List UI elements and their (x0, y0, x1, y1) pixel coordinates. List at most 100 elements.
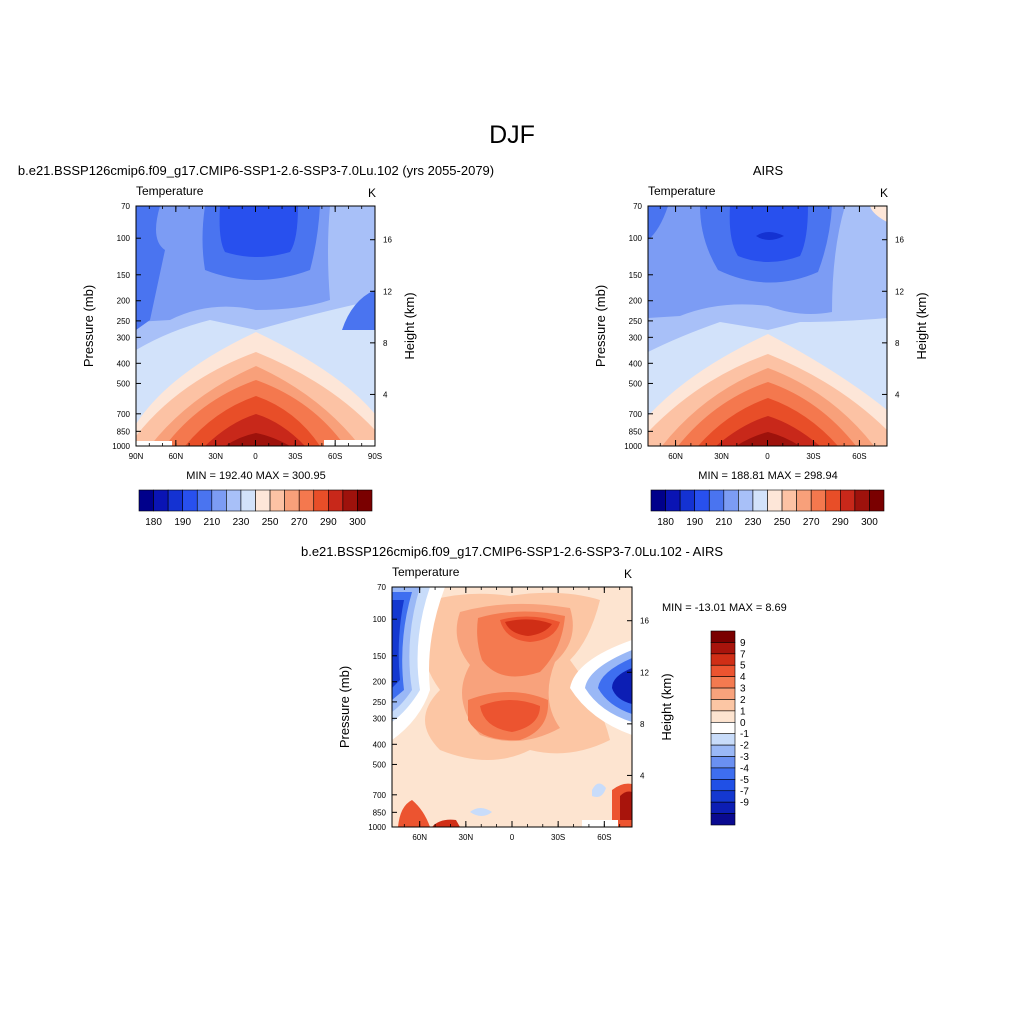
missing-data (582, 820, 618, 827)
panel-model-ylabel: Pressure (mb) (81, 285, 96, 367)
colorbar-box (167, 489, 183, 512)
colorbar-box (269, 489, 285, 512)
height-tick-label: 16 (383, 236, 392, 245)
height-tick-label: 4 (895, 390, 900, 399)
pressure-tick-label: 200 (117, 297, 131, 306)
colorbar-label: -2 (740, 741, 749, 752)
pressure-tick-label: 1000 (624, 442, 642, 451)
lat-tick-label: 60N (668, 452, 683, 461)
panel-diff-field (392, 587, 632, 827)
colorbar-box (710, 710, 736, 723)
height-tick-label: 12 (383, 287, 392, 296)
height-tick-label: 8 (895, 339, 900, 348)
panel-diff-y2label: Height (km) (659, 673, 674, 740)
colorbar-label: 210 (715, 517, 732, 528)
pressure-tick-label: 700 (117, 410, 131, 419)
contour-fill (470, 808, 492, 816)
colorbar-box (328, 489, 344, 512)
colorbar-label: 180 (657, 517, 674, 528)
colorbar-label: 300 (861, 517, 878, 528)
colorbar-box (710, 664, 736, 677)
contour-fill (756, 232, 784, 240)
panel-diff-right-label: K (624, 567, 632, 581)
colorbar-box (211, 489, 227, 512)
pressure-tick-label: 100 (373, 615, 387, 624)
pressure-tick-label: 850 (629, 427, 643, 436)
lat-tick-label: 90N (129, 452, 144, 461)
pressure-tick-label: 850 (117, 427, 131, 436)
contour-fill (716, 416, 820, 446)
colorbar-box (710, 813, 736, 826)
colorbar-label: 300 (349, 517, 366, 528)
pressure-tick-label: 70 (121, 202, 130, 211)
pressure-tick-label: 250 (117, 317, 131, 326)
panel-diff-left-label: Temperature (392, 565, 460, 579)
lat-tick-label: 30S (288, 452, 302, 461)
colorbar-box (650, 489, 666, 512)
lat-tick-label: 30N (714, 452, 729, 461)
pressure-tick-label: 250 (629, 317, 643, 326)
figure-title: DJF (489, 121, 535, 149)
contour-fill (136, 206, 165, 330)
lat-tick-label: 0 (510, 833, 515, 842)
height-tick-label: 12 (640, 668, 649, 677)
colorbar-box (153, 489, 169, 512)
contour-fill (480, 700, 540, 732)
pressure-tick-label: 300 (629, 333, 643, 342)
height-tick-label: 4 (640, 771, 645, 780)
colorbar-box (342, 489, 358, 512)
colorbar-box (723, 489, 739, 512)
colorbar-box (710, 801, 736, 814)
lat-tick-label: 90S (368, 452, 382, 461)
lat-tick-label: 60N (168, 452, 183, 461)
lat-tick-label: 60N (412, 833, 427, 842)
colorbar-box (781, 489, 797, 512)
colorbar-label: -3 (740, 752, 749, 763)
colorbar-box (196, 489, 213, 512)
colorbar-box (796, 489, 812, 512)
pressure-tick-label: 200 (373, 678, 387, 687)
height-tick-label: 8 (640, 720, 645, 729)
colorbar-label: -7 (740, 786, 749, 797)
panel-diff-ticks: 70 100 150 200 250 300 400 500 700 850 1000 60N 30N 0… (368, 583, 649, 842)
pressure-tick-label: 200 (629, 297, 643, 306)
colorbar-box (240, 489, 256, 512)
colorbar-label: 1 (740, 706, 746, 717)
colorbar-box (138, 489, 154, 512)
pressure-tick-label: 400 (629, 359, 643, 368)
panel-airs-ylabel: Pressure (mb) (593, 285, 608, 367)
colorbar-box (840, 489, 856, 512)
lat-tick-label: 30N (208, 452, 223, 461)
pressure-tick-label: 150 (629, 271, 643, 280)
lat-tick-label: 0 (765, 452, 770, 461)
colorbar-box (710, 744, 736, 757)
pressure-tick-label: 1000 (368, 823, 386, 832)
pressure-tick-label: 150 (373, 652, 387, 661)
pressure-tick-label: 100 (117, 234, 131, 243)
contour-fill (870, 206, 887, 222)
colorbar-label: 270 (291, 517, 308, 528)
contour-fill (342, 290, 375, 330)
colorbar-label: 250 (262, 517, 279, 528)
contour-fill (205, 414, 305, 446)
panel-airs-colorbar: 180 190 210 230 250 270 290 300 (650, 489, 885, 528)
colorbar-box (694, 489, 710, 512)
colorbar-label: 9 (740, 638, 746, 649)
colorbar-box (869, 489, 885, 512)
colorbar-box (710, 699, 736, 712)
colorbar-box (710, 767, 736, 780)
pressure-tick-label: 150 (117, 271, 131, 280)
height-tick-label: 16 (895, 236, 904, 245)
height-tick-label: 12 (895, 287, 904, 296)
colorbar-label: 5 (740, 661, 746, 672)
panel-model-left-label: Temperature (136, 184, 204, 198)
pressure-tick-label: 300 (373, 714, 387, 723)
colorbar-box (710, 630, 736, 643)
panel-diff-title: b.e21.BSSP126cmip6.f09_g17.CMIP6-SSP1-2.… (301, 544, 723, 559)
pressure-tick-label: 850 (373, 808, 387, 817)
panel-airs: AIRS Temperature K 70 100 150 200 250 300 400 5… (593, 163, 929, 528)
pressure-tick-label: 300 (117, 333, 131, 342)
colorbar-box (284, 489, 300, 512)
